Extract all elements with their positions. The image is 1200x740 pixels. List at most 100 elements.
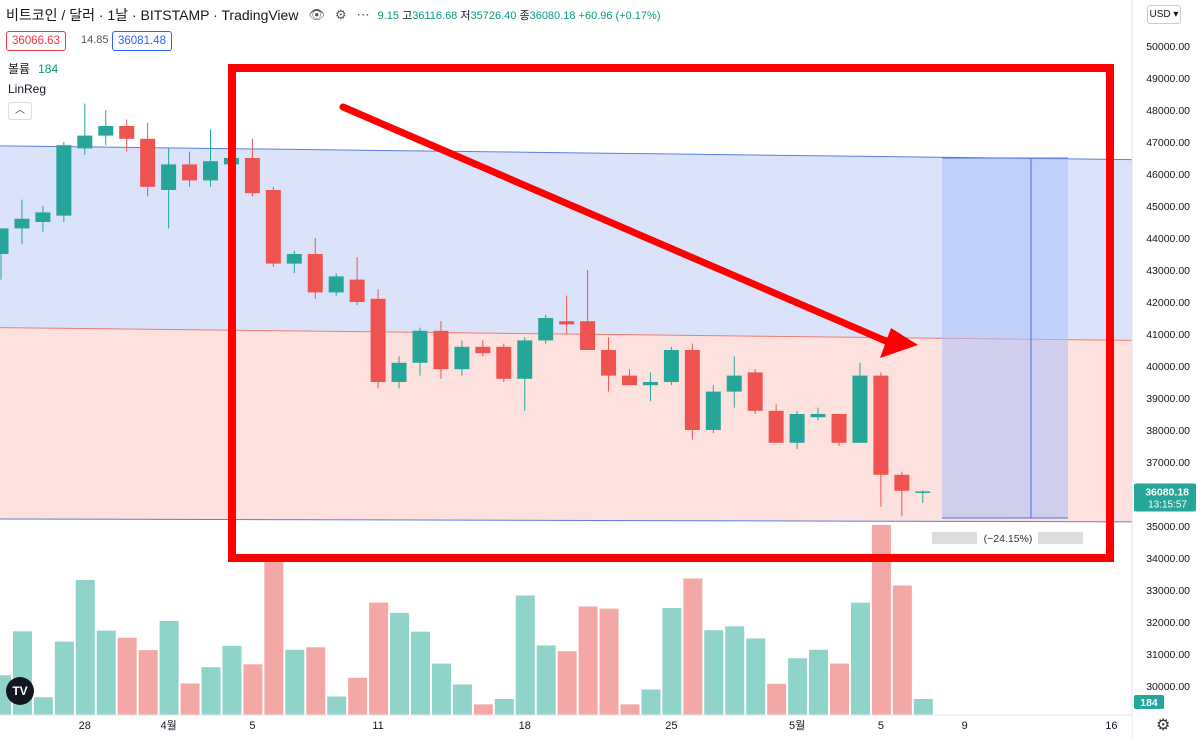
volume-bar xyxy=(348,677,368,715)
ohlc-readout: 9.15 고36116.68 저35726.40 종36080.18 +60.9… xyxy=(378,7,661,23)
price-tick: 45000.00 xyxy=(1146,201,1190,213)
volume-label: 볼륨 xyxy=(8,62,31,76)
candle-body xyxy=(601,350,617,376)
time-tick: 18 xyxy=(519,720,531,732)
low-value: 35726.40 xyxy=(470,10,517,22)
countdown-label: 13:15:57 xyxy=(1148,499,1187,510)
bid-price[interactable]: 36066.63 xyxy=(6,31,66,51)
candle-body xyxy=(622,375,637,386)
volume-bar xyxy=(557,651,577,715)
candle-body xyxy=(161,164,177,190)
volume-bars xyxy=(0,524,933,715)
candle-body xyxy=(852,375,868,443)
time-axis-bg xyxy=(0,715,1132,740)
volume-bar xyxy=(0,675,11,715)
candle-body xyxy=(433,330,449,370)
eye-icon[interactable]: 👁 xyxy=(308,7,325,22)
measure-tool: (−24.15%) xyxy=(932,157,1083,545)
volume-bar xyxy=(725,626,745,715)
symbol-title[interactable]: 비트코인 / 달러 · 1날 · BITSTAMP · TradingView xyxy=(6,7,299,23)
linreg-legend[interactable]: LinReg xyxy=(8,82,47,96)
price-tick: 40000.00 xyxy=(1146,361,1190,373)
currency-label: USD xyxy=(1149,9,1171,20)
candle-body xyxy=(559,321,575,325)
volume-tag-label: 184 xyxy=(1140,697,1158,709)
volume-bar xyxy=(746,638,766,715)
candle-body xyxy=(391,362,407,382)
volume-bar xyxy=(452,684,472,715)
volume-bar xyxy=(536,645,556,715)
chart-header: 비트코인 / 달러 · 1날 · BITSTAMP · TradingView … xyxy=(0,0,1132,30)
price-tick: 41000.00 xyxy=(1146,329,1190,341)
volume-bar xyxy=(704,630,724,715)
gear-icon[interactable]: ⚙ xyxy=(1156,717,1171,734)
high-label: 고 xyxy=(402,10,413,22)
volume-bar xyxy=(788,658,808,715)
change-value: +60.96 (+0.17%) xyxy=(578,10,661,22)
candle-body xyxy=(77,135,93,149)
volume-bar xyxy=(683,578,703,715)
volume-bar xyxy=(662,607,682,715)
candle-body xyxy=(789,414,805,443)
price-tick: 47000.00 xyxy=(1146,137,1190,149)
volume-bar xyxy=(641,689,661,715)
candle-body xyxy=(412,330,428,363)
volume-bar xyxy=(599,608,619,715)
price-tick: 31000.00 xyxy=(1146,649,1190,661)
volume-bar xyxy=(913,699,933,715)
volume-bar xyxy=(117,637,137,715)
upper-line xyxy=(0,145,1133,161)
price-tick: 32000.00 xyxy=(1146,617,1190,629)
time-tick: 5 xyxy=(249,720,255,732)
candle-body xyxy=(684,350,700,430)
volume-bar xyxy=(578,606,598,715)
candle-body xyxy=(203,161,218,181)
candle-body xyxy=(35,212,51,222)
candle-body xyxy=(831,414,847,443)
volume-bar xyxy=(159,621,179,715)
candle-body xyxy=(328,276,344,293)
volume-bar xyxy=(473,704,493,715)
measure-label: (−24.15%) xyxy=(984,533,1033,545)
price-axis-bg xyxy=(1132,0,1200,740)
candle-body xyxy=(705,391,721,430)
price-tick: 49000.00 xyxy=(1146,73,1190,85)
volume-bar xyxy=(180,683,200,715)
volume-bar xyxy=(54,641,74,715)
settings-icon[interactable]: ⚙ xyxy=(334,7,347,22)
upper-band xyxy=(0,145,1132,341)
price-tick: 46000.00 xyxy=(1146,169,1190,181)
candle-body xyxy=(119,126,135,139)
volume-bar xyxy=(327,696,347,715)
volume-bar xyxy=(767,683,787,715)
price-tick: 37000.00 xyxy=(1146,457,1190,469)
ohlc-prefix: 9.15 xyxy=(377,10,400,22)
spread-value: 14.85 xyxy=(81,34,109,46)
price-tick: 38000.00 xyxy=(1146,425,1190,437)
candle-body xyxy=(454,346,470,370)
volume-bar xyxy=(515,595,535,715)
lower-band xyxy=(0,327,1132,522)
volume-bar xyxy=(809,649,829,715)
candle-body xyxy=(517,340,533,379)
chevron-up-icon[interactable]: ︿ xyxy=(8,102,32,120)
candle-body xyxy=(726,375,742,392)
candle-body xyxy=(265,190,281,264)
time-tick: 28 xyxy=(79,720,91,732)
tradingview-logo: TV xyxy=(6,677,34,705)
price-tick: 50000.00 xyxy=(1146,41,1190,53)
candles xyxy=(0,103,931,517)
highlight-box xyxy=(228,64,1114,562)
ask-price[interactable]: 36081.48 xyxy=(112,31,172,51)
low-label: 저 xyxy=(460,10,471,22)
lower-line xyxy=(0,518,1133,523)
candle-body xyxy=(663,350,679,382)
candle-body xyxy=(349,279,365,302)
currency-selector[interactable]: USD ▾ xyxy=(1147,5,1181,24)
more-icon[interactable]: ⋯ xyxy=(356,7,370,22)
volume-legend[interactable]: 볼륨 184 xyxy=(8,60,58,77)
trend-arrow-line xyxy=(339,103,899,349)
volume-bar xyxy=(33,697,53,715)
time-tick: 11 xyxy=(372,720,383,732)
